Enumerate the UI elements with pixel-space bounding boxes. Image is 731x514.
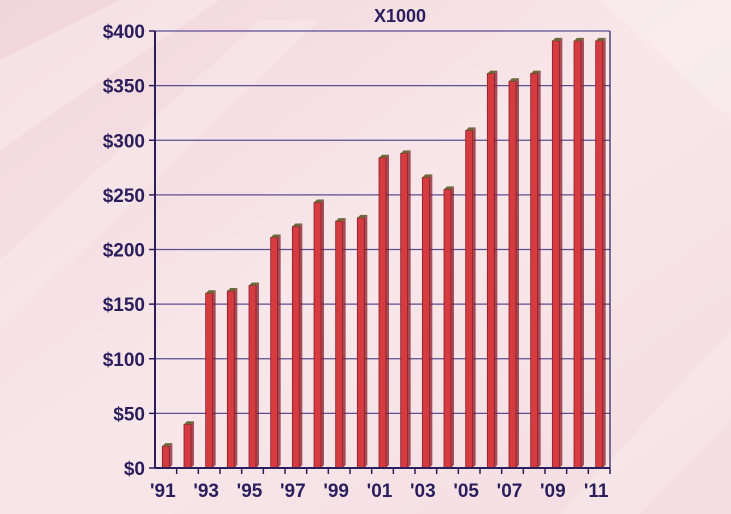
bar xyxy=(421,174,433,469)
bar xyxy=(183,421,194,469)
x-tick-label: '99 xyxy=(323,481,349,502)
bars xyxy=(161,37,606,469)
y-tick-label: $250 xyxy=(103,186,145,207)
bar xyxy=(443,186,454,469)
x-tick-label: '91 xyxy=(150,481,176,502)
y-tick-labels: $0 $50 $100 $150 $200 $250 $300 $350 $400 xyxy=(103,22,145,480)
bar xyxy=(551,37,563,469)
chart-title: X1000 xyxy=(374,6,426,26)
bar xyxy=(226,288,238,469)
x-tick-label: '05 xyxy=(453,481,479,502)
x-tick-label: '95 xyxy=(237,481,263,502)
bar xyxy=(595,37,606,469)
y-tick-label: $100 xyxy=(103,350,145,371)
x-tick-label: '93 xyxy=(193,481,219,502)
x-tick-label: '97 xyxy=(280,481,306,502)
y-tick-label: $300 xyxy=(103,131,145,152)
bar xyxy=(161,443,173,469)
bar xyxy=(313,199,324,469)
x-tick-label: '11 xyxy=(584,481,609,502)
bar xyxy=(508,78,519,469)
x-tick-labels: '91 '93 '95 '97 '99 '01 '03 '05 '07 '09 '11 xyxy=(150,468,611,502)
y-tick-label: $350 xyxy=(103,77,145,98)
x-tick-label: '01 xyxy=(367,481,393,502)
x-tick-label: '03 xyxy=(410,481,436,502)
bar xyxy=(248,282,259,469)
bar xyxy=(486,70,498,469)
axes xyxy=(154,31,611,469)
bar xyxy=(530,70,541,469)
bar xyxy=(356,214,368,469)
bar xyxy=(400,150,411,469)
bar xyxy=(573,37,584,469)
y-tick-label: $400 xyxy=(103,22,145,43)
y-tick-label: $0 xyxy=(124,459,145,480)
y-tick-label: $200 xyxy=(103,241,145,262)
bar xyxy=(465,127,476,469)
bar xyxy=(291,223,303,469)
y-tick-label: $50 xyxy=(113,404,145,425)
bar xyxy=(335,218,346,469)
bar xyxy=(205,290,216,469)
bar xyxy=(378,154,389,469)
x-tick-label: '07 xyxy=(497,481,523,502)
bar xyxy=(270,234,281,469)
y-tick-label: $150 xyxy=(103,295,145,316)
x-tick-label: '09 xyxy=(540,481,566,502)
